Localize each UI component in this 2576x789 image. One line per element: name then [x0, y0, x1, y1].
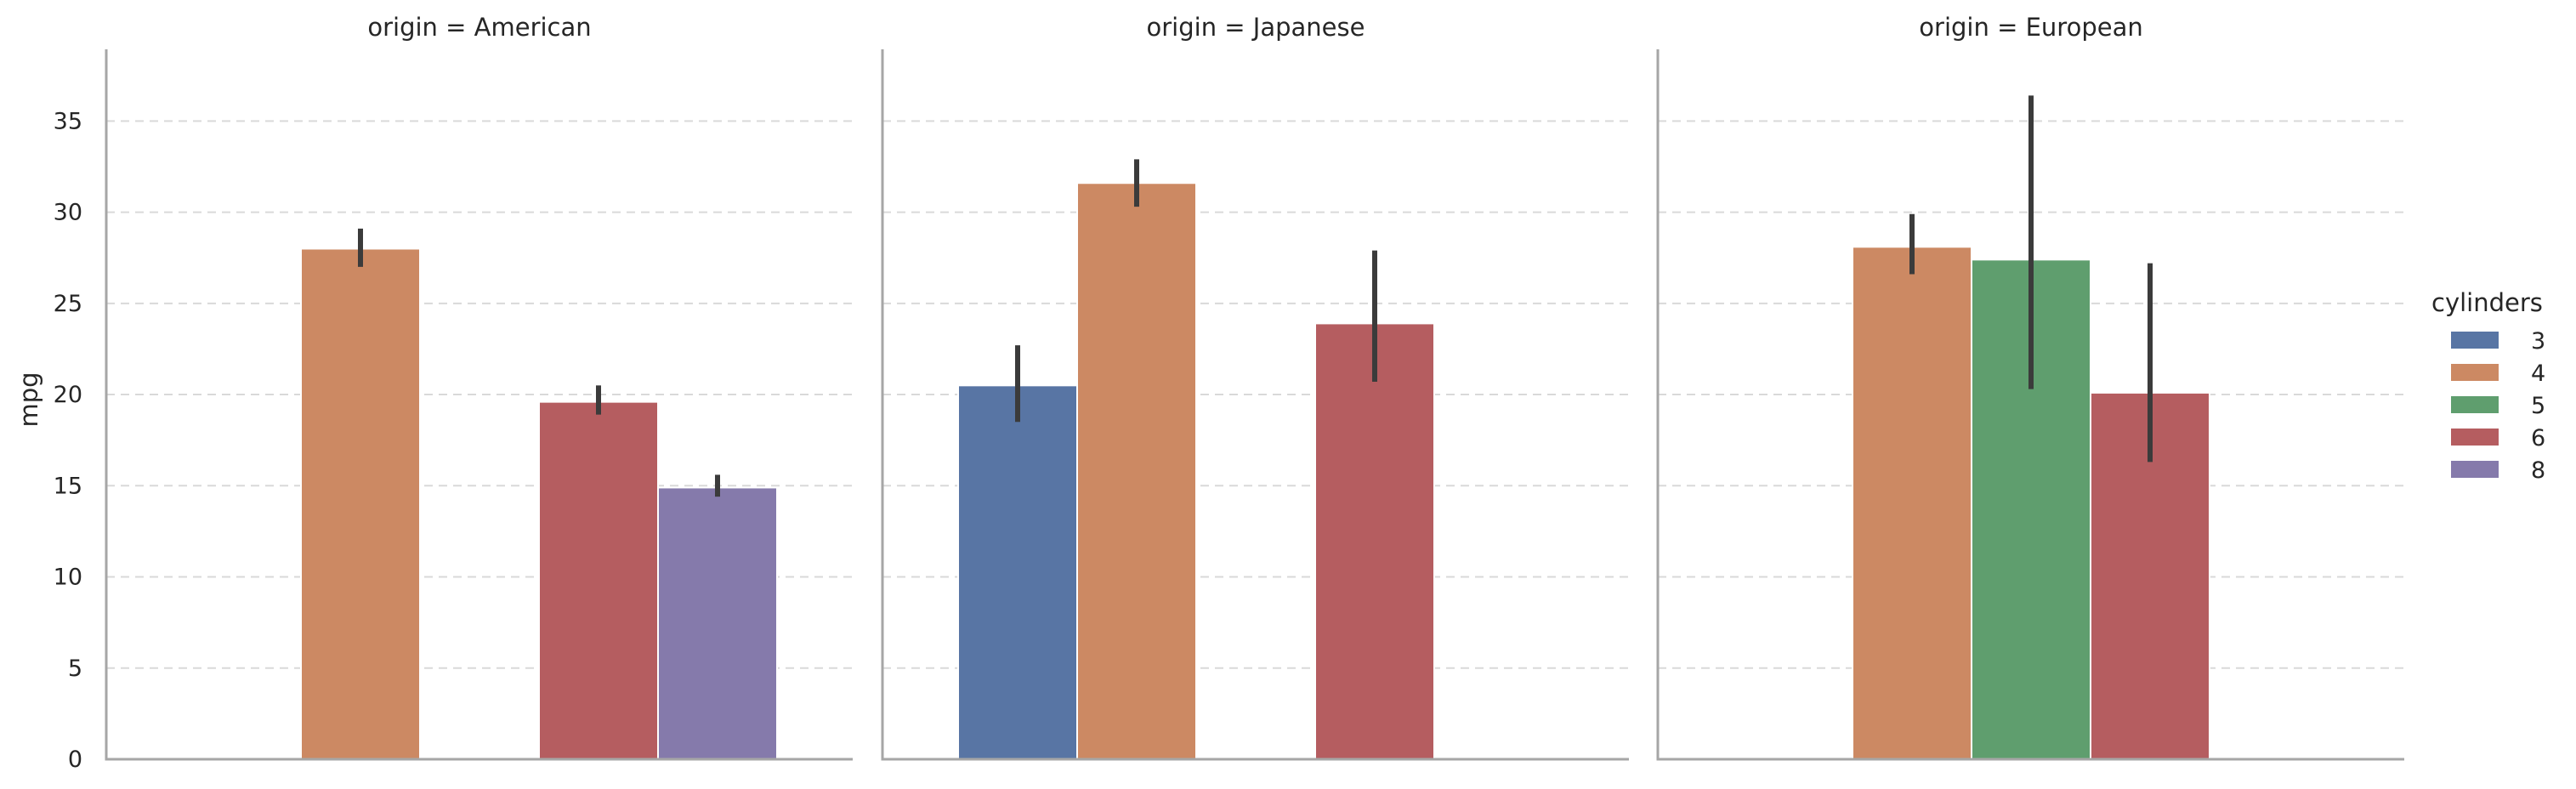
facet-panel: origin = Japanese: [881, 13, 1629, 761]
bar-cyl-4: [1076, 182, 1197, 760]
legend-label: 8: [2531, 457, 2545, 484]
y-axis-label: mpg: [14, 372, 43, 427]
legend-item: 4: [2451, 360, 2545, 387]
y-tick-label: 20: [54, 382, 82, 408]
bar-cyl-6: [538, 400, 659, 760]
facet-panel: origin = American 0 5 10 15 20 25 30 35: [54, 13, 853, 773]
y-tick-label: 0: [68, 746, 82, 773]
y-tick-label: 30: [54, 200, 82, 226]
bar-cyl-3: [957, 384, 1078, 760]
panel-title: origin = European: [1919, 13, 2142, 42]
legend-item: 3: [2451, 328, 2545, 355]
legend-label: 6: [2531, 425, 2545, 451]
legend-swatch: [2451, 396, 2499, 413]
legend-swatch: [2451, 429, 2499, 446]
legend-title: cylinders: [2431, 288, 2543, 317]
facet-panel: origin = European: [1656, 13, 2404, 761]
legend-item: 6: [2451, 425, 2545, 451]
bar-cyl-4: [1852, 246, 1972, 761]
legend-label: 4: [2531, 360, 2545, 387]
y-tick-label: 10: [54, 565, 82, 591]
panel-title: origin = American: [367, 13, 591, 42]
legend-swatch: [2451, 461, 2499, 478]
legend-label: 5: [2531, 393, 2545, 419]
y-tick-label: 35: [54, 108, 82, 134]
legend-items: 3 4 5 6 8: [2451, 328, 2545, 484]
y-tick-label: 5: [68, 656, 82, 682]
panel-title: origin = Japanese: [1147, 13, 1365, 42]
legend-label: 3: [2531, 328, 2545, 355]
legend-item: 8: [2451, 457, 2545, 484]
legend-item: 5: [2451, 393, 2545, 419]
bar-cyl-6: [1314, 322, 1435, 760]
bar-cyl-8: [657, 486, 778, 760]
legend-swatch: [2451, 332, 2499, 349]
legend: cylinders 3 4 5 6 8: [2431, 288, 2545, 484]
y-tick-label: 15: [54, 473, 82, 499]
legend-swatch: [2451, 364, 2499, 381]
y-tick-label: 25: [54, 291, 82, 317]
bar-cyl-4: [300, 247, 421, 760]
